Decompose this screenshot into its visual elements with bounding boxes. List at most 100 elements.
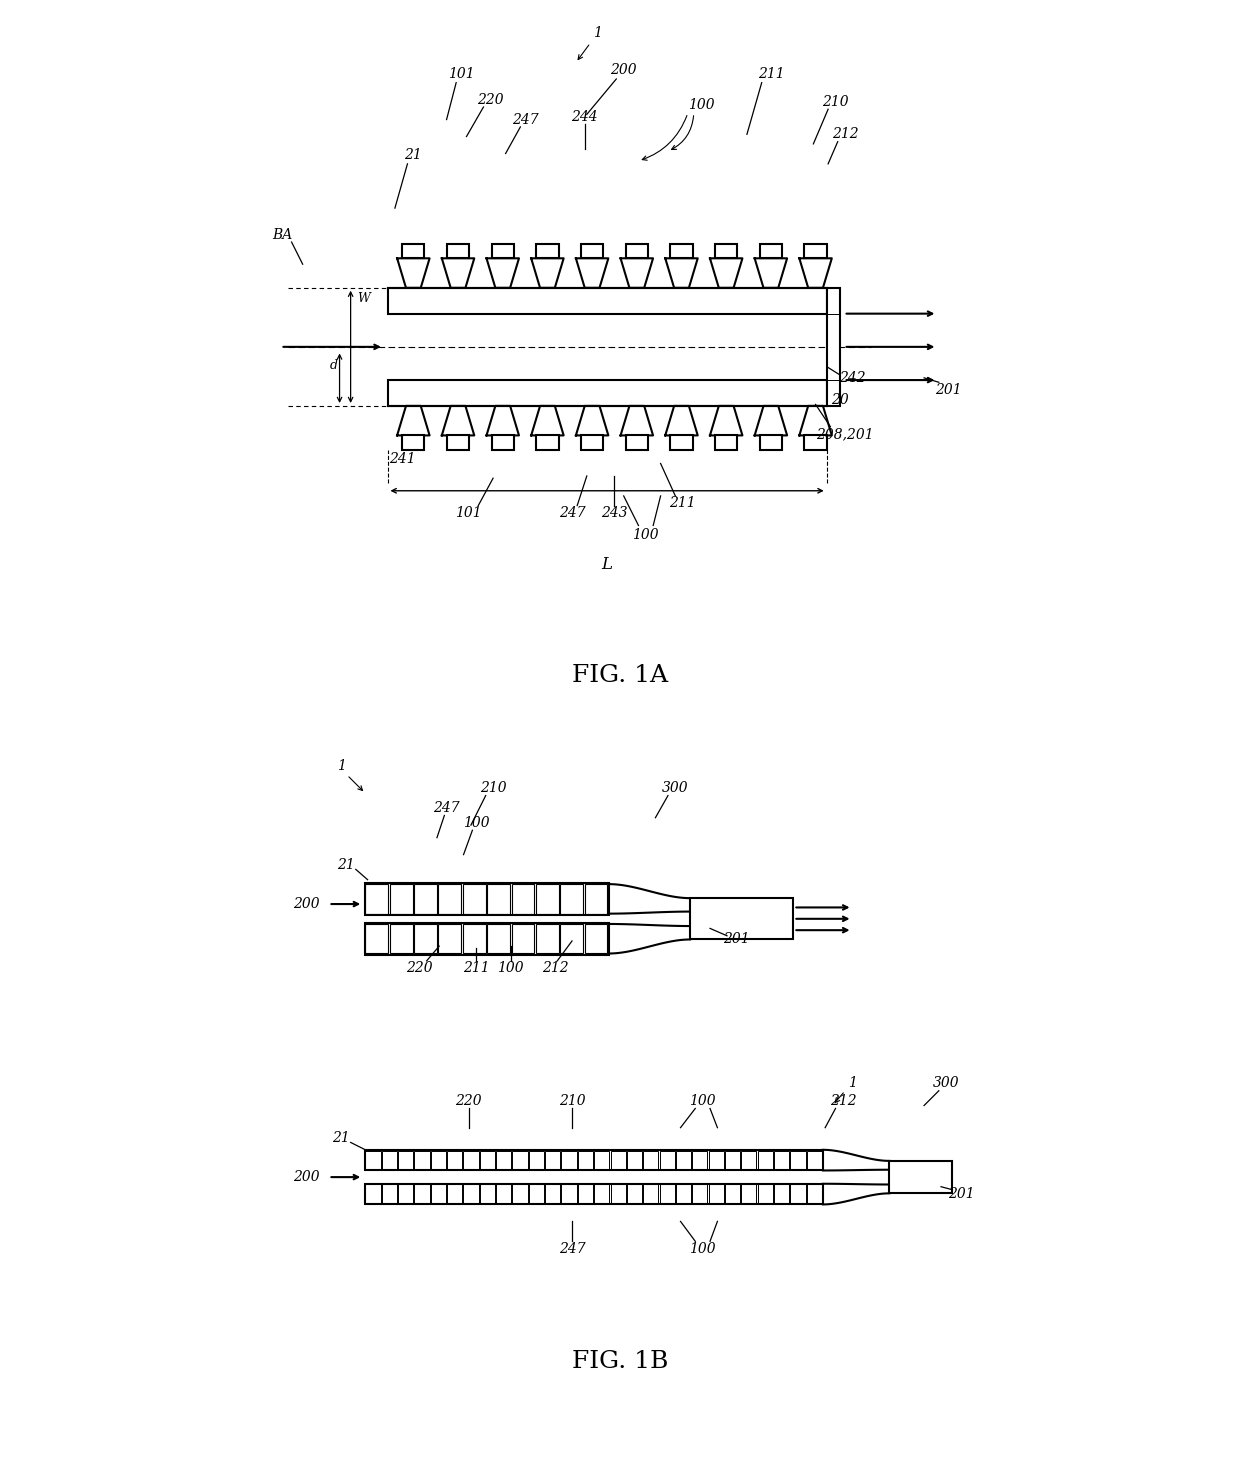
Text: d: d — [330, 359, 337, 372]
Text: 1: 1 — [848, 1076, 857, 1091]
Text: 241: 241 — [389, 452, 415, 466]
Bar — [692, 1184, 708, 1204]
Bar — [584, 924, 608, 953]
Text: 21: 21 — [336, 858, 355, 872]
Text: 200: 200 — [293, 1170, 320, 1184]
Bar — [487, 924, 510, 953]
Bar — [388, 381, 827, 406]
Bar — [492, 244, 513, 258]
Bar — [806, 1151, 822, 1169]
Bar — [582, 435, 603, 450]
Bar — [610, 1151, 626, 1169]
Bar — [627, 1151, 642, 1169]
Bar — [560, 924, 583, 953]
Bar — [464, 1151, 479, 1169]
Text: FIG. 1B: FIG. 1B — [572, 1351, 668, 1373]
Bar — [546, 1184, 560, 1204]
Bar — [398, 1151, 413, 1169]
Bar — [366, 884, 388, 914]
Text: 100: 100 — [689, 1241, 715, 1256]
Bar — [448, 1151, 463, 1169]
Bar — [528, 1184, 544, 1204]
Bar — [578, 1184, 593, 1204]
Bar — [626, 435, 647, 450]
Bar — [760, 435, 782, 450]
Text: 210: 210 — [559, 1094, 585, 1108]
Bar — [691, 897, 794, 940]
Bar — [388, 288, 827, 314]
Text: 211: 211 — [670, 496, 696, 511]
Text: 212: 212 — [542, 961, 568, 976]
Text: 201: 201 — [947, 1187, 975, 1201]
Bar — [496, 1184, 511, 1204]
Bar — [708, 1184, 724, 1204]
Bar — [382, 1151, 397, 1169]
Bar — [366, 924, 388, 953]
Bar — [439, 884, 461, 914]
Text: 212: 212 — [832, 127, 858, 142]
Text: 247: 247 — [512, 112, 539, 127]
Bar — [560, 884, 583, 914]
Bar — [889, 1162, 952, 1193]
Bar — [790, 1151, 806, 1169]
Bar — [402, 244, 424, 258]
Bar — [594, 1151, 609, 1169]
Text: 100: 100 — [497, 961, 525, 976]
Bar — [758, 1151, 773, 1169]
Bar — [389, 924, 413, 953]
Bar — [512, 924, 534, 953]
Bar — [805, 244, 827, 258]
Bar — [610, 1184, 626, 1204]
Bar — [366, 1184, 381, 1204]
Text: 242: 242 — [839, 370, 866, 385]
Bar — [806, 1184, 822, 1204]
Text: 21: 21 — [332, 1131, 350, 1145]
Text: 211: 211 — [758, 66, 785, 81]
Bar — [414, 1184, 429, 1204]
Text: 210: 210 — [480, 781, 506, 796]
Bar — [660, 1151, 675, 1169]
Bar — [512, 1151, 528, 1169]
Text: 247: 247 — [559, 1241, 585, 1256]
Bar — [760, 244, 782, 258]
Bar — [537, 244, 558, 258]
Bar — [402, 435, 424, 450]
Bar — [562, 1151, 577, 1169]
Bar — [671, 244, 693, 258]
Bar — [366, 883, 609, 915]
Text: L: L — [601, 556, 613, 573]
Bar — [496, 1151, 511, 1169]
Bar — [582, 244, 603, 258]
Bar — [398, 1184, 413, 1204]
Bar — [584, 884, 608, 914]
Bar — [671, 435, 693, 450]
Bar — [644, 1184, 658, 1204]
Text: 201: 201 — [935, 382, 962, 397]
Bar — [536, 924, 559, 953]
Bar — [480, 1151, 495, 1169]
Text: 210: 210 — [822, 94, 849, 109]
Text: W: W — [357, 292, 370, 306]
Bar — [805, 435, 827, 450]
Bar — [487, 884, 510, 914]
Text: 100: 100 — [689, 1094, 715, 1108]
Bar — [414, 1151, 429, 1169]
Bar — [366, 1150, 823, 1170]
Bar — [528, 1151, 544, 1169]
Bar — [366, 922, 609, 955]
Bar — [725, 1184, 740, 1204]
Text: 100: 100 — [463, 816, 490, 830]
Bar — [536, 884, 559, 914]
Bar — [676, 1151, 691, 1169]
Bar — [626, 244, 647, 258]
Bar — [414, 924, 436, 953]
Bar — [512, 1184, 528, 1204]
Bar — [644, 1151, 658, 1169]
Text: 1: 1 — [336, 759, 346, 773]
Text: 300: 300 — [932, 1076, 960, 1091]
Text: 208,201: 208,201 — [816, 427, 874, 441]
Bar — [430, 1151, 446, 1169]
Text: 100: 100 — [688, 97, 714, 112]
Text: 200: 200 — [293, 897, 320, 911]
Text: FIG. 1A: FIG. 1A — [572, 664, 668, 686]
